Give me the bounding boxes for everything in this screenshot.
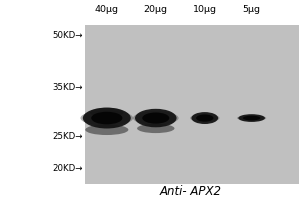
Ellipse shape [243, 116, 260, 120]
Text: 20KD→: 20KD→ [52, 164, 83, 173]
Ellipse shape [137, 124, 175, 133]
Text: Anti- APX2: Anti- APX2 [160, 185, 221, 198]
Ellipse shape [91, 112, 122, 124]
Text: 25KD→: 25KD→ [52, 132, 83, 141]
Ellipse shape [191, 112, 218, 124]
Ellipse shape [190, 114, 219, 122]
Ellipse shape [133, 111, 178, 125]
Ellipse shape [142, 113, 169, 124]
Text: 20μg: 20μg [144, 5, 168, 14]
Text: 50KD→: 50KD→ [52, 31, 83, 40]
Ellipse shape [196, 114, 213, 122]
Text: 35KD→: 35KD→ [52, 83, 83, 92]
Text: 10μg: 10μg [193, 5, 217, 14]
Ellipse shape [237, 115, 266, 121]
Ellipse shape [135, 109, 177, 127]
Text: 40μg: 40μg [95, 5, 119, 14]
Ellipse shape [83, 108, 131, 128]
Ellipse shape [238, 114, 265, 122]
Ellipse shape [90, 108, 124, 117]
Text: 5μg: 5μg [243, 5, 261, 14]
Bar [85, 25, 298, 184]
Ellipse shape [85, 124, 128, 135]
Ellipse shape [80, 110, 133, 126]
